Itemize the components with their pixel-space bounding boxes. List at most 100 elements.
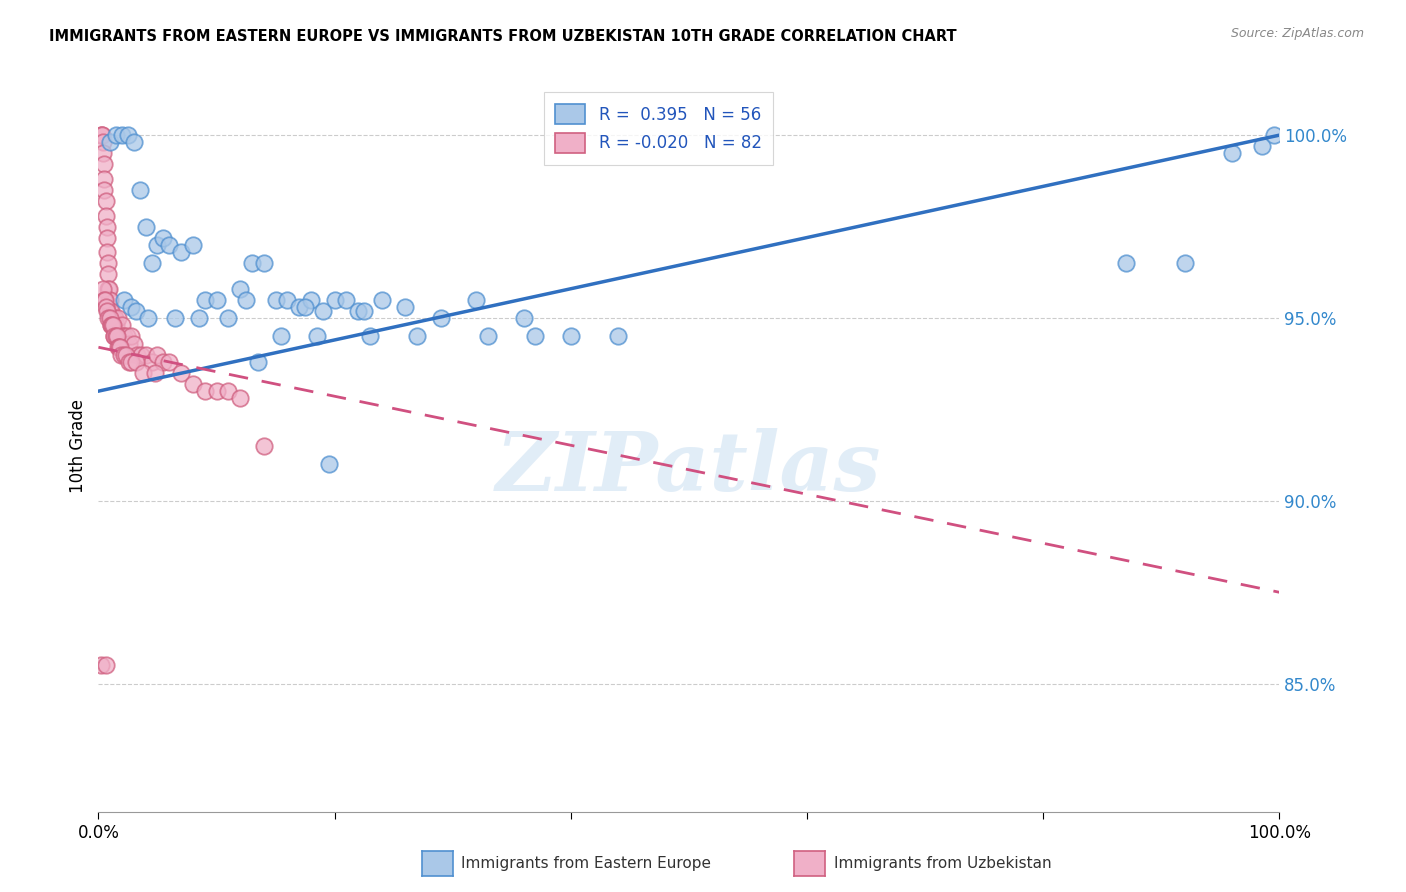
Point: [98, 293, 121, 307]
Point: [96, 230, 118, 244]
Point: [91, 128, 114, 143]
Point: [560, 329, 582, 343]
Point: [128, 183, 150, 197]
Point: [103, 318, 125, 333]
Point: [146, 238, 169, 252]
Point: [103, 329, 125, 343]
Point: [181, 376, 204, 391]
Point: [103, 318, 125, 333]
Point: [108, 340, 131, 354]
Point: [141, 256, 163, 270]
Text: Immigrants from Eastern Europe: Immigrants from Eastern Europe: [461, 856, 711, 871]
Point: [141, 355, 163, 369]
Point: [318, 458, 340, 472]
Point: [98, 293, 121, 307]
Point: [124, 355, 146, 369]
Point: [107, 340, 129, 354]
Point: [98, 311, 121, 326]
Point: [94, 293, 117, 307]
Point: [117, 128, 139, 143]
Point: [98, 282, 121, 296]
Point: [157, 355, 180, 369]
Point: [194, 293, 217, 307]
Point: [105, 318, 128, 333]
Point: [152, 355, 174, 369]
Point: [406, 329, 429, 343]
Text: Immigrants from Uzbekistan: Immigrants from Uzbekistan: [834, 856, 1052, 871]
Point: [136, 311, 159, 326]
Point: [170, 245, 193, 260]
Point: [97, 267, 120, 281]
Point: [93, 157, 115, 171]
Point: [394, 300, 416, 314]
Point: [165, 311, 187, 326]
Point: [90, 128, 112, 143]
Point: [253, 256, 276, 270]
Point: [132, 366, 155, 380]
Point: [246, 355, 269, 369]
Point: [121, 300, 143, 314]
Point: [181, 238, 204, 252]
Point: [112, 348, 135, 362]
Point: [1115, 256, 1137, 270]
Point: [105, 329, 128, 343]
Point: [312, 303, 335, 318]
Point: [143, 366, 166, 380]
Point: [97, 311, 120, 326]
Point: [353, 303, 375, 318]
Text: ZIPatlas: ZIPatlas: [496, 428, 882, 508]
Point: [112, 293, 135, 307]
Point: [107, 311, 129, 326]
Point: [264, 293, 287, 307]
Legend: R =  0.395   N = 56, R = -0.020   N = 82: R = 0.395 N = 56, R = -0.020 N = 82: [544, 92, 773, 165]
Point: [270, 329, 292, 343]
Point: [120, 355, 142, 369]
Point: [205, 293, 228, 307]
Point: [110, 348, 132, 362]
Point: [157, 238, 180, 252]
Point: [101, 318, 124, 333]
Text: Source: ZipAtlas.com: Source: ZipAtlas.com: [1230, 27, 1364, 40]
Point: [108, 329, 131, 343]
Point: [347, 303, 370, 318]
Point: [129, 348, 152, 362]
Point: [96, 245, 118, 260]
Point: [276, 293, 298, 307]
Point: [110, 340, 132, 354]
Point: [93, 183, 115, 197]
Point: [235, 293, 257, 307]
Point: [1263, 128, 1285, 143]
Point: [111, 128, 134, 143]
Point: [229, 392, 252, 406]
Point: [115, 329, 138, 343]
Point: [121, 329, 143, 343]
Point: [91, 282, 114, 296]
Point: [217, 384, 239, 399]
Point: [1250, 139, 1272, 153]
Point: [288, 300, 311, 314]
Point: [371, 293, 394, 307]
Point: [294, 300, 316, 314]
Point: [335, 293, 357, 307]
Point: [91, 136, 114, 150]
Point: [110, 329, 132, 343]
Point: [217, 311, 239, 326]
Point: [1220, 146, 1243, 161]
Point: [93, 293, 115, 307]
Point: [305, 329, 328, 343]
Point: [94, 194, 117, 208]
Point: [105, 128, 128, 143]
Point: [607, 329, 630, 343]
Point: [97, 256, 120, 270]
Point: [101, 311, 124, 326]
Point: [117, 355, 139, 369]
Point: [430, 311, 453, 326]
Point: [122, 136, 145, 150]
Point: [240, 256, 263, 270]
Point: [98, 303, 121, 318]
Point: [205, 384, 228, 399]
Point: [100, 318, 122, 333]
Point: [91, 146, 114, 161]
Point: [512, 311, 534, 326]
Point: [105, 329, 128, 343]
